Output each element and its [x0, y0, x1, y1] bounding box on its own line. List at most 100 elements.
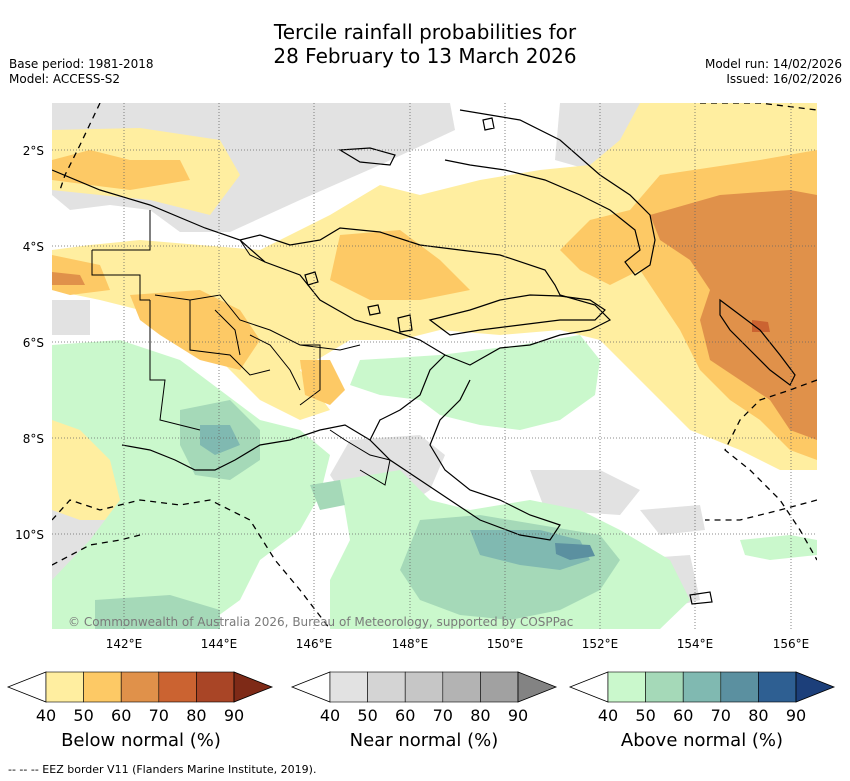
colorbar-tick: 50 [635, 706, 655, 725]
colorbar-segment [404, 671, 444, 703]
colorbar-tick: 90 [224, 706, 244, 725]
near-normal-area [640, 505, 705, 535]
copyright-notice: © Commonwealth of Australia 2026, Bureau… [68, 615, 573, 629]
colorbar-tick: 60 [673, 706, 693, 725]
eez-border [52, 103, 817, 629]
near-normal-label: Near normal (%) [349, 730, 499, 751]
model-name: Model: ACCESS-S2 [9, 72, 121, 86]
colorbar-segment [158, 671, 197, 703]
colorbar-segment [367, 671, 406, 703]
colorbar-tick: 70 [149, 706, 169, 725]
colorbar-tick: 90 [508, 706, 528, 725]
colorbar-tick: 70 [711, 706, 731, 725]
map-title: Tercile rainfall probabilities for 28 Fe… [0, 20, 850, 68]
below-normal-area [752, 320, 770, 332]
colorbar-extension-low [568, 671, 609, 703]
lat-axis: 2°S 4°S 6°S 8°S 10°S [15, 144, 44, 542]
colorbar-segment [480, 671, 519, 703]
colorbar-segment [196, 671, 235, 703]
lat-label: 2°S [23, 144, 44, 158]
island [338, 147, 396, 166]
island [689, 591, 713, 605]
colorbar-extension-high [233, 671, 274, 703]
title-line-1: Tercile rainfall probabilities for [273, 20, 577, 44]
colorbar-tick: 90 [786, 706, 806, 725]
near-normal-area [530, 470, 640, 515]
colorbar-tick: 60 [395, 706, 415, 725]
lat-label: 6°S [23, 336, 44, 350]
gridlines [52, 103, 817, 629]
colorbar-segment [442, 671, 481, 703]
above-normal-area [555, 543, 595, 560]
below-normal-area [130, 290, 260, 370]
colorbar-tick: 40 [320, 706, 340, 725]
colorbar-segment [645, 671, 684, 703]
colorbar-extension-high [517, 671, 558, 703]
lon-label: 144°E [201, 637, 238, 651]
colorbar-segment [120, 671, 160, 703]
papuan-peninsula-coast [369, 354, 561, 541]
probability-field: © Commonwealth of Australia 2026, Bureau… [52, 103, 817, 629]
province-borders [91, 210, 391, 486]
lon-axis: 142°E 144°E 146°E 148°E 150°E 152°E 154°… [106, 637, 810, 651]
eez-legend-note: -- -- -- EEZ border V11 (Flanders Marine… [8, 763, 317, 776]
above-normal-area [470, 530, 590, 570]
colorbar-segment [607, 671, 646, 703]
below-normal-area [330, 230, 470, 300]
lat-label: 4°S [23, 240, 44, 254]
bougainville-coast [719, 298, 796, 386]
below-normal-area [52, 272, 85, 285]
colorbar-segment [329, 671, 368, 703]
lon-label: 142°E [106, 637, 143, 651]
colorbar-segment [45, 671, 84, 703]
island [482, 117, 495, 131]
colorbar-tick: 50 [357, 706, 377, 725]
colorbar-tick: 50 [73, 706, 93, 725]
new-ireland-coast [428, 294, 606, 336]
island [304, 271, 319, 286]
colorbar-extension-low [6, 671, 47, 703]
issued-date: Issued: 16/02/2026 [726, 72, 842, 86]
below-normal-area [300, 360, 345, 405]
lat-label: 8°S [23, 432, 44, 446]
above-normal-area [200, 425, 240, 455]
colorbars: 40 50 60 70 80 90 40 50 60 70 80 90 40 50 60 70 80 90 [6, 671, 836, 725]
above-normal-label: Above normal (%) [620, 730, 784, 751]
island [397, 314, 413, 333]
above-normal-area [740, 535, 817, 560]
colorbar-tick: 40 [598, 706, 618, 725]
above-normal-area [310, 480, 345, 510]
colorbar-tick: 80 [470, 706, 490, 725]
colorbar-extension-high [795, 671, 836, 703]
new-britain-coast [444, 109, 656, 276]
colorbar-tick: 80 [748, 706, 768, 725]
title-line-2: 28 February to 13 March 2026 [273, 44, 577, 68]
below-normal-area [52, 150, 190, 190]
south-coast [121, 424, 371, 471]
above-normal-area [95, 595, 220, 629]
colorbar-tick: 40 [36, 706, 56, 725]
above-normal-area [52, 340, 330, 629]
above-normal-area [350, 335, 600, 430]
lon-label: 156°E [773, 637, 810, 651]
colorbar-segment [758, 671, 797, 703]
lon-label: 146°E [296, 637, 333, 651]
lon-label: 150°E [487, 637, 524, 651]
colorbar-segment [720, 671, 759, 703]
near-normal-area [52, 300, 90, 335]
meta-left: Base period: 1981-2018 Model: ACCESS-S2 [9, 57, 154, 87]
lon-label: 148°E [392, 637, 429, 651]
meta-right: Model run: 14/02/2026 Issued: 16/02/2026 [705, 57, 842, 87]
below-normal-label: Below normal (%) [61, 730, 221, 751]
below-normal-area [650, 190, 817, 440]
model-run: Model run: 14/02/2026 [704, 57, 842, 71]
colorbar-tick: 70 [433, 706, 453, 725]
lat-label: 10°S [15, 528, 44, 542]
above-colorbar: 40 50 60 70 80 90 [568, 671, 836, 725]
lon-label: 154°E [677, 637, 714, 651]
base-period: Base period: 1981-2018 [9, 57, 154, 71]
colorbar-tick: 60 [111, 706, 131, 725]
island [367, 304, 381, 316]
colorbar-extension-low [290, 671, 331, 703]
